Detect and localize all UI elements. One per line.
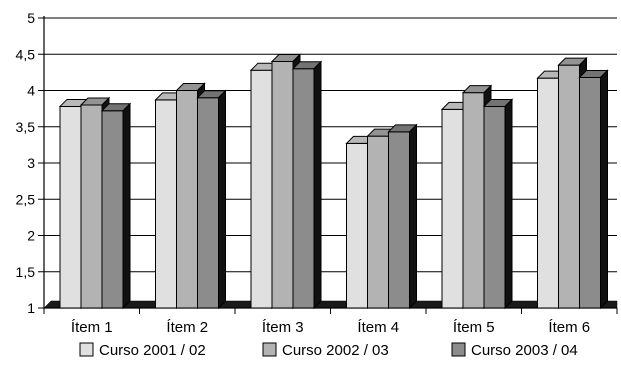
chart-floor [43, 300, 618, 309]
y-tick-label: 3 [27, 155, 35, 171]
bar-side [313, 60, 322, 310]
bar-side [122, 102, 131, 310]
gridlines [44, 17, 617, 273]
legend: Curso 2001 / 02 Curso 2002 / 03 Curso 2003… [79, 342, 578, 359]
labels: 1 1,5 2 2,5 3 3,5 4 4,5 5 Ítem 1 Ítem 2 Ítem 3 Ítem … [16, 10, 591, 336]
category-label: Ítem 4 [357, 319, 399, 336]
y-tick-label: 3,5 [16, 119, 36, 135]
bar-front [80, 104, 103, 309]
bar-front [483, 105, 506, 309]
bar-front [292, 68, 315, 309]
bar [482, 98, 514, 310]
legend-swatch [79, 342, 94, 357]
y-tick-label: 4,5 [16, 46, 36, 62]
bar-front [346, 142, 368, 309]
bar-front [271, 61, 294, 309]
legend-item: Curso 2002 / 03 [262, 342, 389, 359]
bar-front [197, 97, 219, 309]
bar [291, 60, 323, 310]
legend-item: Curso 2003 / 04 [451, 342, 578, 359]
bar-front [250, 69, 273, 309]
category-label: Ítem 3 [262, 319, 304, 336]
bar [578, 69, 609, 310]
y-tick-label: 1,5 [16, 264, 36, 280]
y-tick-label: 1 [27, 300, 35, 316]
bar-side [504, 98, 513, 310]
legend-label: Curso 2002 / 03 [282, 342, 389, 359]
bar-front [441, 108, 464, 309]
bar-side [218, 89, 226, 310]
bar-front [388, 131, 410, 309]
category-label: Ítem 1 [71, 319, 113, 336]
legend-item: Curso 2001 / 02 [79, 342, 206, 359]
bar-side [600, 69, 608, 310]
y-tick-label: 4 [27, 83, 35, 99]
bar [100, 102, 132, 310]
category-label: Ítem 2 [166, 319, 208, 336]
bar-front [579, 76, 601, 309]
bar-front [176, 90, 198, 309]
bar-front [59, 105, 82, 309]
bar-front [558, 64, 580, 309]
bar-front [101, 110, 124, 309]
y-tick-label: 5 [27, 10, 35, 26]
bar [387, 123, 418, 310]
legend-swatch [262, 342, 277, 357]
bar-front [462, 92, 485, 309]
category-label: Ítem 6 [548, 319, 590, 336]
legend-label: Curso 2001 / 02 [99, 342, 206, 359]
bar-front [367, 135, 389, 309]
legend-swatch [451, 342, 466, 357]
bar-side [409, 123, 417, 310]
category-label: Ítem 5 [453, 319, 495, 336]
bar-front [537, 77, 559, 309]
legend-label: Curso 2003 / 04 [471, 342, 578, 359]
y-tick-label: 2 [27, 228, 35, 244]
bars [58, 53, 609, 310]
bar [196, 89, 227, 310]
y-tick-label: 2,5 [16, 191, 36, 207]
bar-front [155, 99, 177, 309]
